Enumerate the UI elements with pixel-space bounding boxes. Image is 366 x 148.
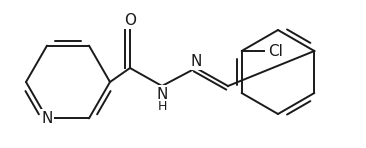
Text: O: O [124, 12, 136, 28]
Text: Cl: Cl [268, 44, 283, 58]
Text: N: N [190, 53, 202, 69]
Text: N: N [156, 86, 168, 102]
Text: H: H [157, 99, 167, 112]
Text: N: N [41, 111, 53, 126]
